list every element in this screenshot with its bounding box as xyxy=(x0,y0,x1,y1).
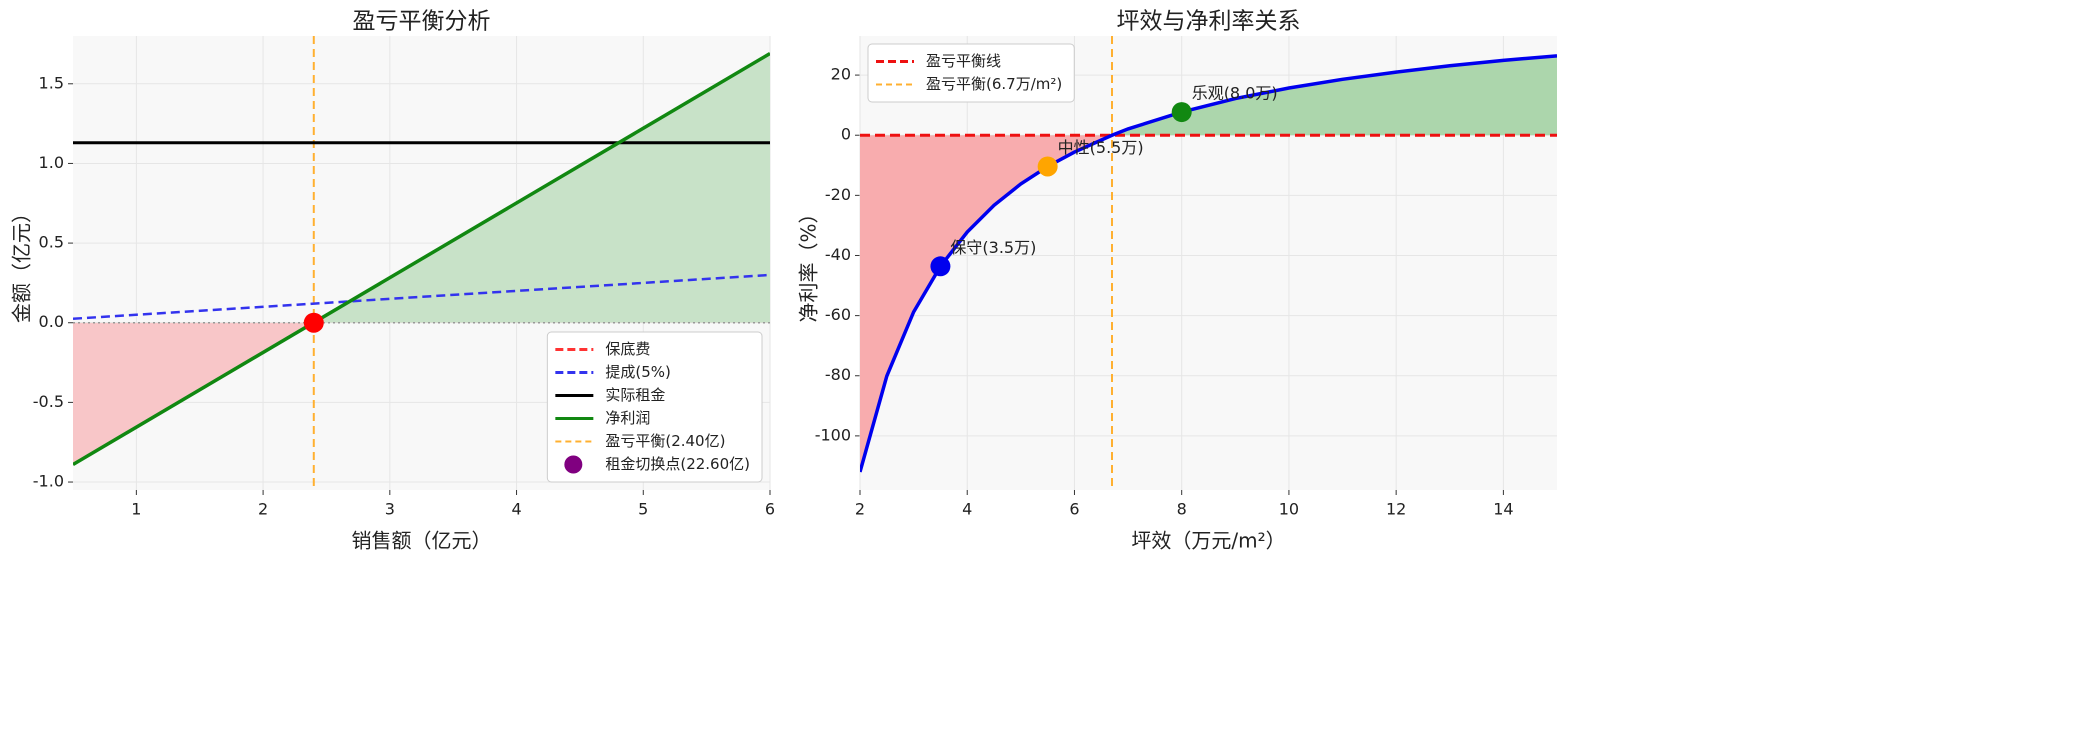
x-tick-label: 2 xyxy=(258,500,268,519)
x-axis-label: 坪效（万元/m²） xyxy=(1131,529,1285,553)
legend-label: 盈亏平衡(6.7万/m²) xyxy=(926,75,1062,93)
point xyxy=(1037,156,1058,177)
y-tick-label: -60 xyxy=(825,305,851,324)
x-tick-label: 14 xyxy=(1493,500,1513,519)
y-tick-label: -40 xyxy=(825,245,851,264)
x-tick-label: 3 xyxy=(385,500,395,519)
y-tick-label: -20 xyxy=(825,185,851,204)
y-tick-label: 0 xyxy=(841,125,851,144)
y-tick-label: 0.5 xyxy=(39,233,64,252)
legend-label: 租金切换点(22.60亿) xyxy=(605,455,750,473)
x-tick-label: 8 xyxy=(1177,500,1187,519)
plot-content xyxy=(73,36,770,490)
y-tick-label: -1.0 xyxy=(33,472,64,491)
y-axis-label: 净利率（%） xyxy=(797,203,821,322)
negative-area xyxy=(73,322,770,465)
point-label: 中性(5.5万) xyxy=(1058,138,1144,157)
chart-title: 坪效与净利率关系 xyxy=(1117,9,1301,35)
x-tick-label: 10 xyxy=(1279,500,1299,519)
series-line xyxy=(73,273,770,321)
x-tick-label: 6 xyxy=(765,500,775,519)
chart-title: 盈亏平衡分析 xyxy=(353,9,491,35)
x-tick-label: 2 xyxy=(855,500,865,519)
legend-label: 净利润 xyxy=(605,409,650,427)
y-tick-label: 0.0 xyxy=(39,312,64,331)
legend-label: 盈亏平衡线 xyxy=(926,52,1001,70)
point-label: 乐观(8.0万) xyxy=(1192,84,1278,103)
point xyxy=(930,256,951,277)
plot-content xyxy=(860,36,1557,490)
positive-area xyxy=(860,55,1557,136)
point xyxy=(1171,102,1192,123)
x-axis-label: 销售额（亿元） xyxy=(352,529,492,553)
y-tick-label: -100 xyxy=(815,425,851,444)
x-tick-label: 6 xyxy=(1069,500,1079,519)
point-label: 保守(3.5万) xyxy=(950,238,1036,257)
y-tick-label: -80 xyxy=(825,365,851,384)
legend-label: 提成(5%) xyxy=(605,363,671,381)
point xyxy=(303,312,324,333)
y-tick-label: 1.0 xyxy=(39,153,64,172)
positive-area xyxy=(73,53,770,323)
y-axis-label: 金额（亿元） xyxy=(10,203,34,323)
x-tick-label: 4 xyxy=(962,500,972,519)
legend-label: 保底费 xyxy=(605,340,650,358)
legend-box xyxy=(546,331,763,483)
x-tick-label: 5 xyxy=(638,500,648,519)
y-tick-label: 1.5 xyxy=(39,73,64,92)
x-tick-label: 12 xyxy=(1386,500,1406,519)
x-tick-label: 1 xyxy=(131,500,141,519)
legend-label: 实际租金 xyxy=(605,386,665,404)
legend-marker xyxy=(564,455,583,474)
y-tick-label: -0.5 xyxy=(33,392,64,411)
series-line xyxy=(73,52,770,467)
negative-area xyxy=(860,135,1557,472)
legend-box xyxy=(867,43,1075,103)
x-tick-label: 4 xyxy=(511,500,521,519)
subplot: -100 -80 -60 -40 -20 0 20 2 4 6 8 10 12 14 保守(3.5万) 中性(… xyxy=(797,9,1557,553)
legend-label: 盈亏平衡(2.40亿) xyxy=(605,432,725,450)
y-tick-label: 20 xyxy=(831,65,851,84)
